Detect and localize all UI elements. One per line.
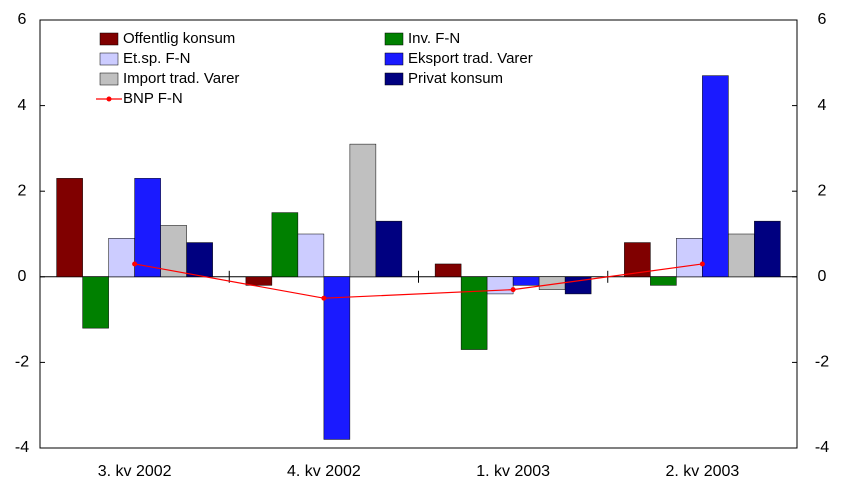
line-marker — [510, 287, 516, 293]
bar — [676, 238, 703, 278]
bar — [323, 276, 351, 440]
bar — [375, 220, 403, 278]
y2-tick-label: 4 — [818, 97, 827, 114]
bar — [486, 276, 514, 295]
line-marker — [699, 261, 705, 267]
legend-swatch — [384, 72, 404, 86]
plot-frame — [39, 19, 798, 449]
x-tick-label: 2. kv 2003 — [665, 463, 739, 480]
y-tick-label: 0 — [18, 268, 27, 285]
legend-label: BNP F-N — [123, 90, 183, 107]
legend-label: Et.sp. F-N — [123, 50, 191, 67]
bar — [186, 242, 213, 278]
bar — [271, 212, 299, 278]
bar — [564, 276, 592, 295]
y-tick-label: 4 — [18, 97, 27, 114]
bar — [245, 276, 273, 286]
legend-swatch — [99, 72, 119, 86]
y2-tick-label: 2 — [818, 182, 827, 199]
legend-label: Eksport trad. Varer — [408, 50, 533, 67]
y-tick-label: -2 — [15, 354, 29, 371]
bar — [349, 143, 377, 278]
bar — [702, 75, 729, 278]
legend-swatch — [99, 32, 119, 46]
line — [134, 263, 703, 299]
legend-swatch — [99, 52, 119, 66]
legend-swatch — [384, 52, 404, 66]
x-tick-label: 4. kv 2002 — [287, 463, 361, 480]
x-tick-label: 1. kv 2003 — [476, 463, 550, 480]
bar — [82, 276, 109, 329]
y2-tick-label: -2 — [815, 354, 829, 371]
line-marker — [321, 295, 327, 301]
y-tick-label: 2 — [18, 182, 27, 199]
bar — [754, 220, 781, 278]
legend-label: Import trad. Varer — [123, 70, 239, 87]
bar — [134, 178, 161, 278]
bar — [460, 276, 488, 350]
y2-tick-label: 6 — [818, 11, 827, 28]
bar — [108, 238, 135, 278]
y-tick-label: -4 — [15, 439, 29, 456]
legend-swatch — [384, 32, 404, 46]
bar — [728, 233, 755, 278]
legend-label: Offentlig konsum — [123, 30, 235, 47]
bar — [650, 276, 677, 286]
legend-marker — [106, 96, 112, 102]
y-tick-label: 6 — [18, 11, 27, 28]
legend-label: Privat konsum — [408, 70, 503, 87]
legend-label: Inv. F-N — [408, 30, 460, 47]
y2-tick-label: -4 — [815, 439, 829, 456]
bar — [434, 263, 462, 278]
y2-tick-label: 0 — [818, 268, 827, 285]
bar — [160, 225, 187, 278]
bar — [512, 276, 540, 286]
bar — [56, 178, 83, 278]
line-marker — [132, 261, 138, 267]
x-tick-label: 3. kv 2002 — [98, 463, 172, 480]
bar — [297, 233, 325, 278]
